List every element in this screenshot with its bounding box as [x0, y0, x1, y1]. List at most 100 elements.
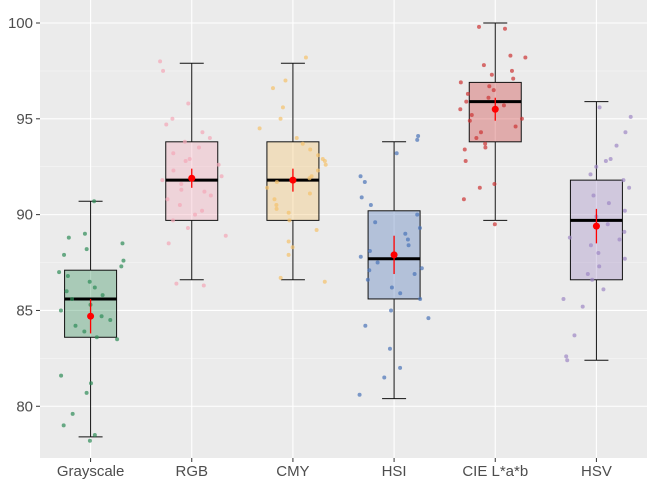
data-point [92, 199, 97, 204]
data-point [590, 277, 595, 282]
x-tick-label: Grayscale [57, 463, 125, 479]
data-point [509, 68, 514, 73]
data-point [474, 135, 479, 140]
data-point [358, 174, 363, 179]
data-point [477, 24, 482, 29]
data-point [363, 323, 368, 328]
data-point [272, 197, 277, 202]
data-point [572, 333, 577, 338]
data-point [94, 335, 99, 340]
data-point [567, 235, 572, 240]
data-point [491, 88, 496, 93]
data-point [87, 279, 92, 284]
data-point [462, 147, 467, 152]
data-point [382, 375, 387, 380]
data-point [286, 252, 291, 257]
data-point [185, 226, 190, 231]
data-point [64, 289, 69, 294]
data-point [187, 157, 192, 162]
data-point [394, 151, 399, 156]
data-point [367, 249, 372, 254]
data-point [158, 59, 163, 64]
data-point [316, 168, 321, 173]
data-point [375, 260, 380, 265]
data-point [278, 116, 283, 121]
data-point [183, 158, 188, 163]
mean-point [592, 222, 600, 230]
data-point [202, 189, 207, 194]
data-point [73, 323, 78, 328]
data-point [483, 141, 488, 146]
data-point [622, 256, 627, 261]
data-point [464, 99, 469, 104]
y-tick-label: 100 [8, 15, 33, 32]
box-group-grayscale [57, 199, 126, 443]
data-point [99, 314, 104, 319]
data-point [486, 95, 491, 100]
box-group-cie-l-a-b [458, 22, 528, 227]
data-point [489, 72, 494, 77]
data-point [193, 212, 198, 217]
data-point [201, 283, 206, 288]
data-point [588, 172, 593, 177]
data-point [182, 139, 187, 144]
data-point [469, 112, 474, 117]
data-point [419, 266, 424, 271]
data-point [365, 277, 370, 282]
data-point [66, 235, 71, 240]
data-point [617, 237, 622, 242]
data-point [70, 296, 75, 301]
data-point [511, 76, 516, 81]
data-point [303, 55, 308, 60]
data-point [300, 141, 305, 146]
data-point [166, 241, 171, 246]
plot-panel [40, 0, 647, 458]
data-point [89, 381, 94, 386]
data-point [100, 293, 105, 298]
data-point [82, 231, 87, 236]
data-point [287, 218, 292, 223]
data-point [426, 316, 431, 321]
data-point [477, 185, 482, 190]
x-tick-label: HSV [581, 463, 612, 479]
data-point [207, 135, 212, 140]
data-point [70, 411, 75, 416]
data-point [415, 137, 420, 142]
data-point [565, 358, 570, 363]
data-point [274, 206, 279, 211]
data-point [405, 237, 410, 242]
data-point [519, 116, 524, 121]
data-point [286, 210, 291, 215]
data-point [608, 157, 613, 162]
y-tick-label: 90 [16, 207, 33, 224]
box-series [57, 22, 633, 443]
data-point [415, 212, 420, 217]
data-point [368, 203, 373, 208]
data-point [294, 135, 299, 140]
data-point [57, 270, 62, 275]
data-point [597, 105, 602, 110]
data-point [58, 308, 63, 313]
data-point [82, 329, 87, 334]
mean-point [289, 176, 297, 184]
data-point [161, 68, 166, 73]
data-point [323, 162, 328, 167]
data-point [461, 197, 466, 202]
data-point [416, 134, 421, 139]
data-point [62, 252, 67, 257]
data-point [463, 158, 468, 163]
data-point [492, 181, 497, 186]
data-point [398, 365, 403, 370]
data-point [171, 168, 176, 173]
data-point [389, 308, 394, 313]
data-point [92, 433, 97, 438]
data-point [223, 233, 228, 238]
data-point [492, 222, 497, 227]
mean-point [188, 174, 196, 182]
data-point [92, 285, 97, 290]
data-point [84, 247, 89, 252]
data-point [208, 193, 213, 198]
data-point [171, 218, 176, 223]
data-point [358, 254, 363, 259]
